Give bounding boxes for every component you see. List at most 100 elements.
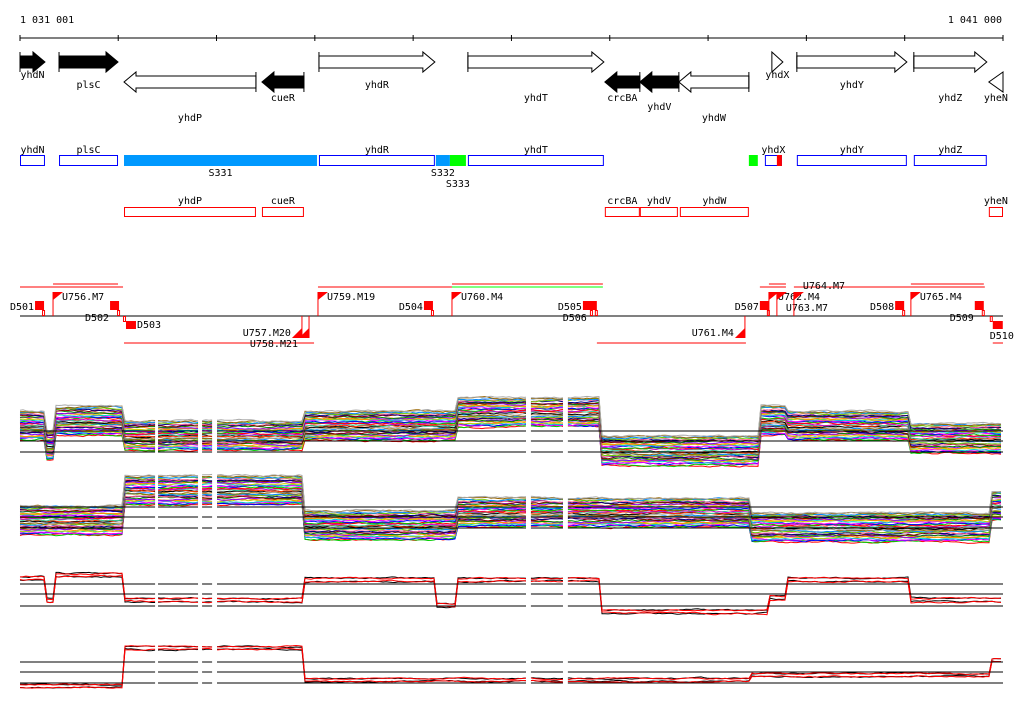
annotation-label: S331 xyxy=(208,168,232,179)
annotation-rect xyxy=(748,155,758,166)
expression-series xyxy=(20,479,1002,521)
promoter-flag xyxy=(910,292,921,300)
probe-gap xyxy=(212,635,218,695)
annotation-label: yhdY xyxy=(840,145,864,156)
annotation-box-S331: S331 xyxy=(124,155,317,179)
annotation-label: plsC xyxy=(76,145,100,156)
gene-yhdZ: yhdZ xyxy=(913,50,988,104)
ruler-end-label: 1 041 000 xyxy=(948,15,1002,26)
promoter-label: U764.M7 xyxy=(803,281,845,292)
probe-gap xyxy=(198,565,203,630)
expression-series xyxy=(19,494,1002,536)
expression-series xyxy=(19,495,1002,537)
reverse-label: yhdV xyxy=(647,196,671,207)
gene-label: crcBA xyxy=(607,93,637,104)
transcript-feature-D507: D507 xyxy=(735,301,770,316)
annotation-label: yhdT xyxy=(524,145,548,156)
terminator-stem xyxy=(589,310,593,316)
terminator-stem xyxy=(430,310,434,316)
expression-series xyxy=(19,424,1002,468)
annotation-rect xyxy=(776,155,782,166)
annotation-rect xyxy=(449,155,466,166)
gene-yhdN: yhdN xyxy=(19,50,46,81)
gene-arrow-filled xyxy=(58,50,119,74)
terminator-label: D502 xyxy=(85,313,109,324)
expression-series xyxy=(19,574,1002,616)
promoter-flag xyxy=(317,292,328,300)
expression-series xyxy=(19,492,1002,533)
transcript-feature-D503: D503 xyxy=(122,316,161,331)
terminator-label: D509 xyxy=(950,313,974,324)
promoter-label: U756.M7 xyxy=(62,292,104,303)
probe-gap xyxy=(198,390,203,470)
expression-panel-3 xyxy=(19,565,1003,630)
expression-series xyxy=(19,572,1002,612)
gene-arrow-open xyxy=(913,50,988,74)
transcript-feature-D501: D501 xyxy=(10,301,46,316)
gene-label: yhdY xyxy=(840,80,864,91)
expression-series xyxy=(19,644,1002,686)
annotation-rect xyxy=(913,155,987,166)
terminator-box xyxy=(974,301,984,310)
transcript-feature-D506: D506 xyxy=(563,301,598,324)
expression-series xyxy=(19,473,1002,515)
probe-gap xyxy=(562,390,568,470)
reverse-label: yhdP xyxy=(178,196,202,207)
reverse-box-yheN: yheN xyxy=(984,196,1008,217)
reverse-box-yhdV: yhdV xyxy=(639,196,678,217)
terminator-label: D505 xyxy=(558,302,582,313)
gene-cueR: cueR xyxy=(261,70,305,104)
terminator-stem xyxy=(594,310,598,316)
reverse-box-cueR: cueR xyxy=(261,196,304,217)
annotation-rect xyxy=(467,155,604,166)
annotation-box-yhdY: yhdY xyxy=(796,145,907,166)
annotation-label: yhdZ xyxy=(938,145,962,156)
gene-yhdV: yhdV xyxy=(639,70,680,113)
reverse-label: yheN xyxy=(984,196,1008,207)
promoter-label: U763.M7 xyxy=(786,303,828,314)
terminator-box xyxy=(125,321,136,329)
transcript-feature-D504: D504 xyxy=(399,301,434,316)
promoter-label: U759.M19 xyxy=(327,292,375,303)
gene-crcBA: crcBA xyxy=(604,70,641,104)
annotation-box-yhdN: yhdN xyxy=(20,145,45,166)
gene-yhdX: yhdX xyxy=(765,50,789,81)
annotation-rect xyxy=(59,155,119,166)
promoter-label: U761.M4 xyxy=(692,328,734,339)
annotation-box-plsC: plsC xyxy=(59,145,119,166)
expression-series xyxy=(19,501,1002,542)
annotation-box-yhdZ: yhdZ xyxy=(913,145,987,166)
expression-series xyxy=(19,419,1002,462)
promoter-label: U757.M20 xyxy=(243,328,291,339)
expression-panel-2 xyxy=(19,470,1003,550)
probe-gap xyxy=(198,470,203,550)
transcript-feature-D508: D508 xyxy=(870,301,906,316)
probe-gap xyxy=(198,635,203,695)
promoter-label: U758.M21 xyxy=(250,339,298,350)
terminator-stem xyxy=(902,310,906,316)
gene-arrow-open xyxy=(678,70,750,94)
expression-series xyxy=(19,418,1002,462)
expression-series xyxy=(19,413,1002,456)
transcript-feature-U758.M21: U758.M21 xyxy=(250,316,310,350)
promoter-flag xyxy=(776,292,787,300)
annotation-box xyxy=(776,155,782,166)
probe-gap xyxy=(526,470,531,550)
terminator-label: D501 xyxy=(10,302,34,313)
annotation-label: yhdN xyxy=(20,145,44,156)
reverse-box-yhdW: yhdW xyxy=(679,196,749,217)
promoter-flag xyxy=(793,292,804,300)
promoter-label: U762.M4 xyxy=(778,292,820,303)
gene-arrow-open xyxy=(467,50,605,74)
transcript-feature-U763.M7: U763.M7 xyxy=(776,292,828,316)
terminator-label: D507 xyxy=(735,302,759,313)
promoter-label: U760.M4 xyxy=(461,292,503,303)
promoter-flag xyxy=(299,328,310,338)
gene-yhdY: yhdY xyxy=(796,50,908,91)
terminator-stem xyxy=(42,310,46,316)
probe-gap xyxy=(562,635,568,695)
probe-gap xyxy=(212,470,218,550)
gene-arrow-filled xyxy=(261,70,305,94)
probe-gap xyxy=(155,470,159,550)
